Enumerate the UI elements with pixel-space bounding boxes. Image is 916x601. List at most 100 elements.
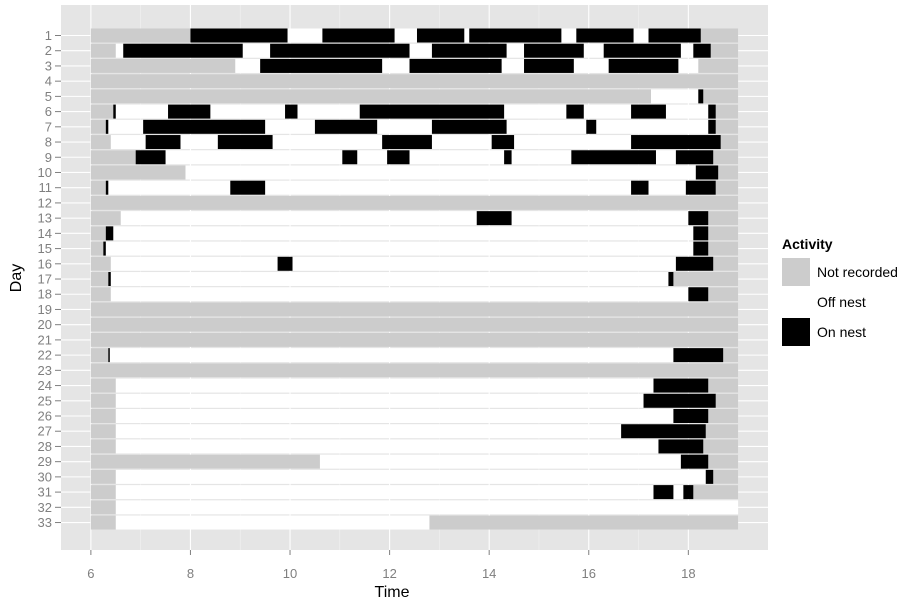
off-nest-bar [90,393,739,408]
y-tick-label: 1 [45,28,52,43]
not-recorded-bar [90,256,111,271]
not-recorded-bar [90,89,651,104]
on-nest-bar [653,378,709,393]
on-nest-bar [469,28,562,43]
not-recorded-bar [708,211,739,226]
not-recorded-bar [718,165,739,180]
not-recorded-bar [698,58,739,73]
on-nest-bar [108,348,110,363]
not-recorded-bar [723,348,739,363]
not-recorded-bar [90,28,191,43]
y-tick-label: 32 [38,500,52,515]
not-recorded-bar [90,409,116,423]
y-tick-label: 20 [38,317,52,332]
on-nest-bar [382,135,432,150]
not-recorded-bar [715,119,739,134]
y-tick-label: 9 [45,150,52,165]
x-tick-label: 6 [87,566,94,581]
off-nest-bar [90,378,739,393]
on-nest-bar [314,119,378,134]
on-nest-bar [260,58,383,73]
y-tick-label: 5 [45,89,52,104]
not-recorded-bar [90,43,116,58]
not-recorded-bar [713,150,739,165]
on-nest-bar [673,348,724,363]
y-tick-label: 16 [38,256,52,271]
on-nest-bar [698,89,704,104]
not-recorded-bar [693,485,739,500]
not-recorded-bar [90,58,236,73]
on-nest-bar [524,58,574,73]
x-axis: 6 8 10 12 14 16 18 [87,550,696,581]
on-nest-bar [103,241,106,256]
bars [90,28,739,530]
on-nest-bar [105,226,114,241]
y-tick-label: 23 [38,363,52,378]
y-tick-label: 3 [45,58,52,73]
off-nest-bar [90,226,739,241]
x-tick-label: 12 [382,566,396,581]
off-nest-bar [90,348,739,363]
y-tick-label: 10 [38,165,52,180]
x-tick-label: 10 [283,566,297,581]
on-nest-bar [190,28,288,43]
y-tick-label: 24 [38,378,52,393]
not-recorded-bar [720,135,739,150]
y-tick-label: 12 [38,195,52,210]
not-recorded-bar [90,332,739,347]
y-tick-label: 21 [38,332,52,347]
not-recorded-bar [90,165,186,180]
not-recorded-bar [715,104,739,119]
legend-title: Activity [782,236,833,252]
on-nest-bar [708,104,716,119]
y-tick-label: 2 [45,43,52,58]
y-tick-label: 27 [38,424,52,439]
on-nest-bar [608,58,679,73]
not-recorded-bar [703,89,739,104]
on-nest-bar [621,424,706,439]
y-tick-label: 33 [38,515,52,530]
y-tick-label: 30 [38,469,52,484]
on-nest-bar [566,104,584,119]
y-tick-label: 19 [38,302,52,317]
x-tick-label: 14 [482,566,496,581]
not-recorded-bar [700,28,739,43]
not-recorded-bar [90,348,109,363]
on-nest-bar [658,439,704,454]
off-nest-bar [90,439,739,454]
off-nest-bar [90,500,739,515]
on-nest-bar [285,104,298,119]
not-recorded-bar [90,226,106,241]
y-tick-label: 8 [45,135,52,150]
on-nest-bar [673,409,709,423]
on-nest-bar [431,43,507,58]
not-recorded-bar [90,211,121,226]
off-nest-bar [90,469,739,484]
on-nest-bar [653,485,674,500]
not-recorded-bar [90,302,739,317]
not-recorded-bar [708,409,739,423]
not-recorded-bar [90,469,116,484]
on-nest-bar [675,256,714,271]
not-recorded-bar [715,180,739,195]
not-recorded-bar [713,256,739,271]
not-recorded-bar [90,272,109,287]
not-recorded-bar [90,439,116,454]
on-nest-bar [693,43,711,58]
not-recorded-bar [90,378,116,393]
not-recorded-bar [90,317,739,332]
y-tick-label: 31 [38,485,52,500]
not-recorded-bar [90,454,320,469]
y-tick-label: 7 [45,119,52,134]
on-nest-bar [631,104,666,119]
on-nest-bar [586,119,597,134]
y-tick-label: 29 [38,454,52,469]
on-nest-bar [688,211,709,226]
not-recorded-bar [90,363,739,378]
on-nest-bar [123,43,243,58]
on-nest-bar [322,28,395,43]
on-nest-bar [693,241,709,256]
not-recorded-bar [90,500,116,515]
on-nest-bar [105,180,109,195]
